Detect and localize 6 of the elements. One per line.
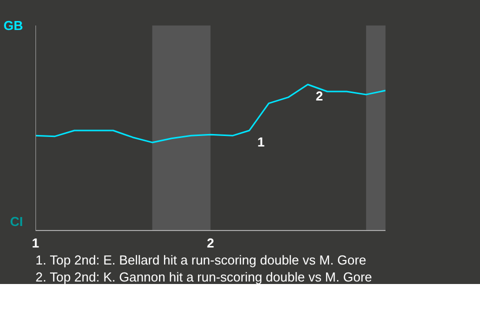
annotation: 2: [316, 88, 324, 104]
text: 1. Top 2nd: E. Bellard hit a run-scoring double vs M. Gore: [36, 252, 366, 268]
text: 2. Top 2nd: K. Gannon hit a run-scoring double vs M. Gore: [36, 270, 372, 284]
text: GB: [4, 18, 23, 33]
text: CI: [10, 214, 23, 229]
annotation: 1: [257, 134, 265, 150]
